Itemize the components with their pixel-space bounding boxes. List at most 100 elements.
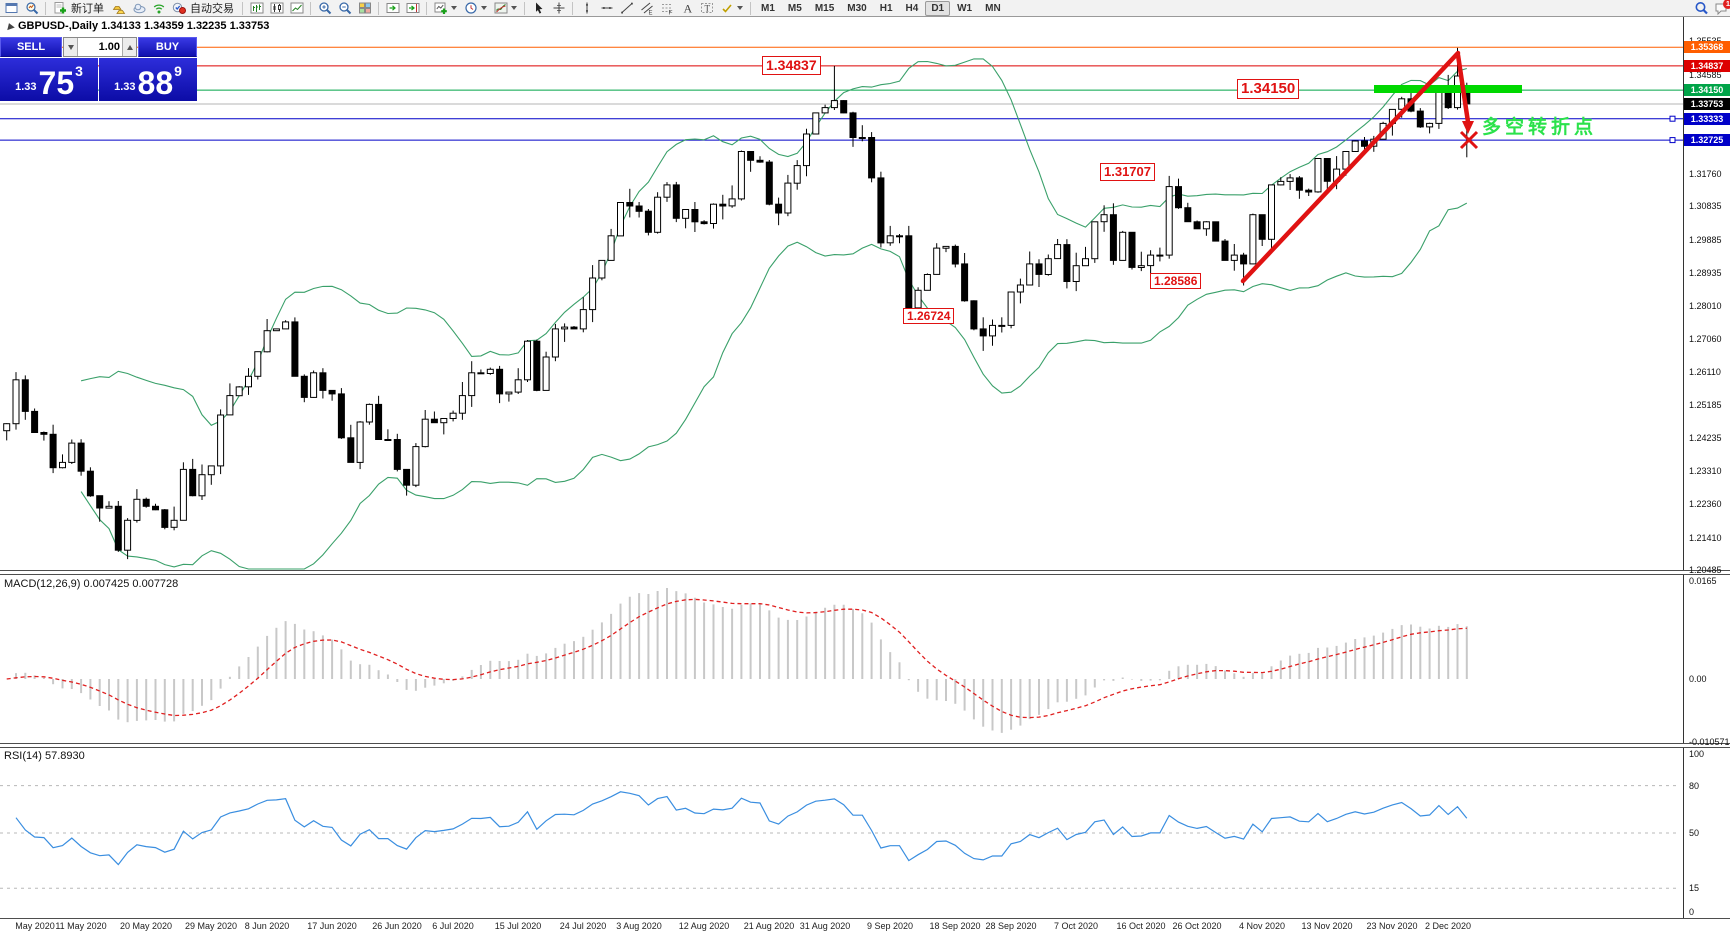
buy-price-display[interactable]: 1.33 88 9 xyxy=(99,58,197,101)
date-tick-label: 4 Nov 2020 xyxy=(1238,921,1286,931)
date-tick-label: 29 May 2020 xyxy=(184,921,238,931)
chat-button[interactable]: 1 xyxy=(1711,0,1730,16)
gold-button[interactable] xyxy=(109,1,128,16)
chart-candles-button[interactable] xyxy=(267,1,286,16)
window-button[interactable] xyxy=(2,1,21,16)
chart-candles-icon xyxy=(270,2,283,14)
date-tick-label: 9 Sep 2020 xyxy=(866,921,914,931)
timeframe-M1-button[interactable]: M1 xyxy=(761,2,775,14)
macd-tick-label: 0.0165 xyxy=(1689,576,1717,586)
clock-button[interactable] xyxy=(461,1,480,16)
price-line-badge: 1.32725 xyxy=(1684,134,1730,146)
caret-down-icon[interactable] xyxy=(511,6,517,10)
line-anchor-handle[interactable] xyxy=(1669,137,1676,144)
caret-down-icon[interactable] xyxy=(737,6,743,10)
arrows-icon xyxy=(721,4,732,13)
timeframe-H4-button[interactable]: H4 xyxy=(905,2,919,14)
volume-increase-button[interactable] xyxy=(122,38,136,56)
line-anchor-handle[interactable] xyxy=(1669,115,1676,122)
window-icon xyxy=(5,3,17,13)
price-tick-label: 1.21410 xyxy=(1689,533,1722,543)
trendline-button[interactable] xyxy=(617,1,636,16)
sell-button[interactable]: SELL xyxy=(0,37,62,57)
text-label-button[interactable]: T xyxy=(697,1,716,16)
timeframe-D1-button[interactable]: D1 xyxy=(925,0,951,16)
bollinger-lower-band xyxy=(80,202,1468,570)
bollinger-upper-band xyxy=(80,58,1467,426)
auto-scroll-button[interactable] xyxy=(383,1,402,16)
notification-badge: 1 xyxy=(1723,0,1730,9)
search-button[interactable] xyxy=(1691,1,1710,16)
date-tick-label: 15 Jul 2020 xyxy=(494,921,542,931)
arrows-button[interactable] xyxy=(717,1,736,16)
main-price-chart[interactable] xyxy=(0,17,1683,570)
sell-price-display[interactable]: 1.33 75 3 xyxy=(0,58,98,101)
timeframe-W1-button[interactable]: W1 xyxy=(957,2,973,14)
chart-template-button[interactable] xyxy=(491,1,510,16)
timeframe-M30-button[interactable]: M30 xyxy=(847,2,867,14)
date-tick-label: 16 Oct 2020 xyxy=(1116,921,1166,931)
panel-divider[interactable] xyxy=(0,743,1730,748)
price-line-badge: 1.35368 xyxy=(1684,41,1730,53)
fibonacci-icon: F xyxy=(661,4,672,15)
timeframe-M5-button[interactable]: M5 xyxy=(787,2,802,14)
trend-line[interactable] xyxy=(1455,52,1471,125)
new-order-button[interactable] xyxy=(50,1,69,16)
price-annotation-label[interactable]: 1.28586 xyxy=(1150,273,1202,290)
timeframe-H1-button[interactable]: H1 xyxy=(879,2,893,14)
price-line-badge: 1.33753 xyxy=(1684,98,1730,110)
hline-icon xyxy=(601,7,612,9)
caret-down-icon[interactable] xyxy=(451,6,457,10)
buy-button[interactable]: BUY xyxy=(138,37,197,57)
chart-shift-icon xyxy=(406,3,419,13)
text-button[interactable]: A xyxy=(677,1,696,16)
gold-icon xyxy=(112,6,125,14)
vline-button[interactable] xyxy=(577,1,596,16)
timeframe-M15-button[interactable]: M15 xyxy=(814,2,835,14)
trend-line[interactable] xyxy=(1240,50,1461,284)
rsi-indicator-panel[interactable] xyxy=(0,748,1683,918)
timeframe-MN-button[interactable]: MN xyxy=(985,2,1001,14)
chart-bars-button[interactable] xyxy=(247,1,266,16)
cursor-button[interactable] xyxy=(529,1,548,16)
volume-decrease-button[interactable] xyxy=(64,38,78,56)
date-tick-label: 11 May 2020 xyxy=(55,921,107,931)
crosshair-button[interactable] xyxy=(549,1,568,16)
resistance-zone-bar[interactable] xyxy=(1374,85,1522,93)
date-tick-label: 24 Jul 2020 xyxy=(559,921,607,931)
caret-down-icon[interactable] xyxy=(481,6,487,10)
search-icon xyxy=(1695,2,1708,15)
price-annotation-label[interactable]: 1.26724 xyxy=(903,308,955,325)
volume-input[interactable] xyxy=(78,38,122,56)
sell-price-pip: 3 xyxy=(75,63,83,79)
date-tick-label: 6 Jul 2020 xyxy=(432,921,474,931)
chart-shift-button[interactable] xyxy=(403,1,422,16)
price-annotation-label[interactable]: 1.34150 xyxy=(1237,79,1300,99)
zoom-in-button[interactable] xyxy=(315,1,334,16)
macd-indicator-panel[interactable] xyxy=(0,575,1683,742)
price-annotation-label[interactable]: 1.31707 xyxy=(1100,163,1155,181)
market-watch-button[interactable] xyxy=(22,1,41,16)
price-line-badge: 1.34150 xyxy=(1684,84,1730,96)
autotrading-icon xyxy=(172,2,186,14)
new-chart-button[interactable] xyxy=(431,1,450,16)
cloud-icon xyxy=(133,3,145,14)
sell-price-big: 75 xyxy=(38,64,75,101)
bull-bear-turning-point-note[interactable]: 多空转折点 xyxy=(1482,117,1598,138)
equidistant-channel-button[interactable]: E xyxy=(637,1,656,16)
date-tick-label: 20 May 2020 xyxy=(119,921,173,931)
cloud-button[interactable] xyxy=(129,1,148,16)
price-tick-label: 1.20485 xyxy=(1689,565,1722,575)
price-annotation-label[interactable]: 1.34837 xyxy=(762,56,821,75)
caret-up-icon xyxy=(126,44,133,50)
signal-icon xyxy=(153,4,164,14)
tile-windows-button[interactable] xyxy=(355,1,374,16)
fibonacci-button[interactable]: F xyxy=(657,1,676,16)
signal-button[interactable] xyxy=(149,1,168,16)
chart-line-button[interactable] xyxy=(287,1,306,16)
zoom-out-button[interactable] xyxy=(335,1,354,16)
autotrading-button[interactable] xyxy=(169,1,188,16)
hline-button[interactable] xyxy=(597,1,616,16)
panel-divider[interactable] xyxy=(0,570,1730,575)
price-line-badge: 1.33333 xyxy=(1684,113,1730,125)
